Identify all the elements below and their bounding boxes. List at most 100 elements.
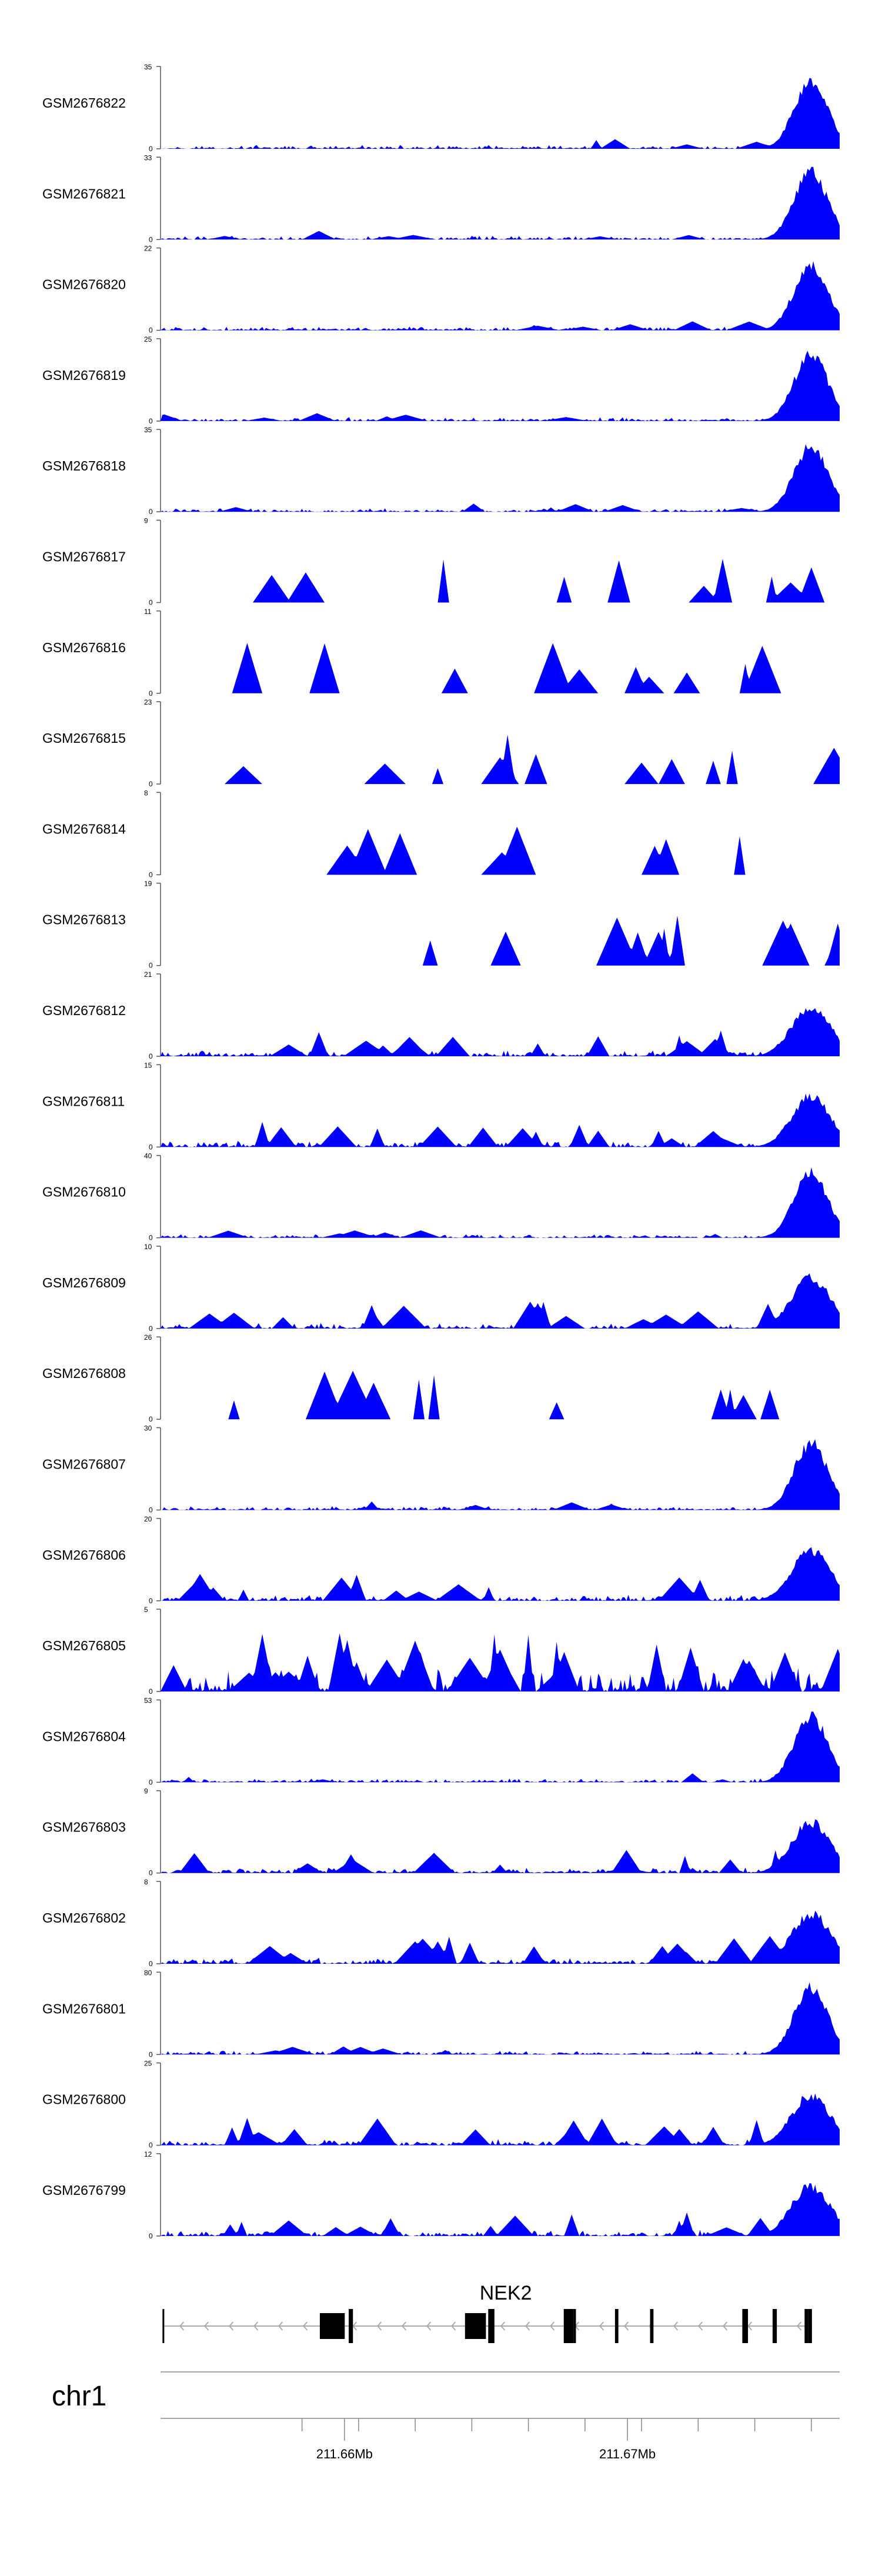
y-max-label: 12 [144,2150,152,2158]
track-label: GSM2676810 [42,1184,126,1200]
coverage-area [161,1439,840,1510]
coverage-track-GSM2676809: GSM2676809 10 0 [42,1243,840,1333]
coverage-track-GSM2676819: GSM2676819 25 0 [42,335,840,425]
track-label: GSM2676809 [42,1275,126,1290]
track-label: GSM2676821 [42,186,126,201]
gene-exon [808,2309,812,2343]
track-label: GSM2676822 [42,95,126,111]
y-max-label: 11 [144,608,152,616]
coverage-area [161,2093,840,2145]
strand-arrow-icon [500,2321,506,2331]
genome-axis-track: chr1 211.66Mb 211.67Mb [52,2371,840,2461]
y-max-label: 30 [144,1424,152,1433]
y-max-label: 25 [144,335,152,343]
strand-arrow-icon [278,2321,283,2331]
track-label: GSM2676815 [42,730,126,746]
y-max-label: 8 [144,789,148,797]
gene-exon [349,2309,353,2343]
gene-exon [573,2309,576,2343]
strand-arrow-icon [352,2321,358,2331]
track-label: GSM2676804 [42,1729,126,1744]
y-max-label: 19 [144,880,152,888]
y-min-label: 0 [149,870,153,879]
coverage-area [161,1167,840,1238]
y-max-label: 33 [144,154,152,162]
coverage-area [161,1819,840,1873]
y-min-label: 0 [149,962,153,970]
y-max-label: 26 [144,1333,152,1342]
coverage-track-GSM2676807: GSM2676807 30 0 [42,1424,840,1514]
coverage-track-GSM2676818: GSM2676818 35 0 [42,426,840,516]
y-min-label: 0 [149,1143,153,1151]
y-max-label: 80 [144,1968,152,1977]
y-min-label: 0 [149,1960,153,1968]
y-min-label: 0 [149,599,153,607]
track-label: GSM2676802 [42,1910,126,1926]
coverage-track-GSM2676802: GSM2676802 8 0 [42,1878,840,1968]
y-min-label: 0 [149,1687,153,1696]
track-label: GSM2676813 [42,912,126,927]
y-max-label: 9 [144,1787,148,1796]
coverage-track-GSM2676816: GSM2676816 11 0 [42,608,840,698]
coverage-area [161,166,840,240]
y-max-label: 8 [144,1878,148,1886]
y-min-label: 0 [149,508,153,516]
y-max-label: 15 [144,1061,152,1069]
track-label: GSM2676806 [42,1547,126,1563]
strand-arrow-icon [797,2321,802,2331]
strand-arrow-icon [673,2321,679,2331]
coverage-track-GSM2676821: GSM2676821 33 0 [42,154,840,243]
coverage-tracks: GSM2676822350GSM2676821330GSM2676820220G… [42,63,840,2240]
y-max-label: 20 [144,1515,152,1523]
strand-arrow-icon [550,2321,555,2331]
chromosome-label: chr1 [52,2381,106,2412]
strand-arrow-icon [303,2321,308,2331]
track-label: GSM2676818 [42,458,126,473]
coverage-area [161,1008,840,1056]
coverage-area [161,1711,840,1783]
track-label: GSM2676812 [42,1003,126,1018]
y-min-label: 0 [149,1324,153,1333]
coverage-track-GSM2676812: GSM2676812 21 0 [42,970,840,1060]
y-min-label: 0 [149,417,153,425]
y-min-label: 0 [149,1869,153,1877]
y-max-label: 9 [144,517,148,525]
y-max-label: 35 [144,426,152,434]
gene-name-label: NEK2 [480,2282,532,2304]
gene-exon [488,2309,495,2343]
track-label: GSM2676800 [42,2092,126,2107]
gene-exon [614,2309,619,2343]
coverage-area [161,1547,840,1601]
strand-arrow-icon [204,2321,209,2331]
track-label: GSM2676817 [42,549,126,565]
track-label: GSM2676816 [42,640,126,655]
track-label: GSM2676819 [42,368,126,383]
coverage-area [161,559,840,603]
strand-arrow-icon [402,2321,407,2331]
track-label: GSM2676803 [42,1820,126,1835]
y-min-label: 0 [149,2141,153,2150]
coverage-area [161,1273,840,1329]
track-label: GSM2676807 [42,1457,126,1472]
y-max-label: 35 [144,63,152,71]
y-min-label: 0 [149,235,153,243]
y-max-label: 25 [144,2060,152,2068]
track-label: GSM2676801 [42,2001,126,2016]
track-label: GSM2676808 [42,1366,126,1381]
track-label: GSM2676799 [42,2183,126,2198]
coverage-area [161,1982,840,2055]
coverage-area [161,643,840,693]
track-label: GSM2676805 [42,1638,126,1653]
coverage-track-GSM2676813: GSM2676813 19 0 [42,880,840,970]
y-min-label: 0 [149,1778,153,1786]
coverage-track-GSM2676800: GSM2676800 25 0 [42,2060,840,2150]
y-min-label: 0 [149,145,153,153]
strand-arrow-icon [426,2321,432,2331]
y-min-label: 0 [149,1052,153,1060]
strand-arrow-icon [253,2321,259,2331]
strand-arrow-icon [698,2321,703,2331]
gene-exon [319,2313,345,2339]
strand-arrow-icon [229,2321,234,2331]
y-max-label: 5 [144,1606,148,1614]
